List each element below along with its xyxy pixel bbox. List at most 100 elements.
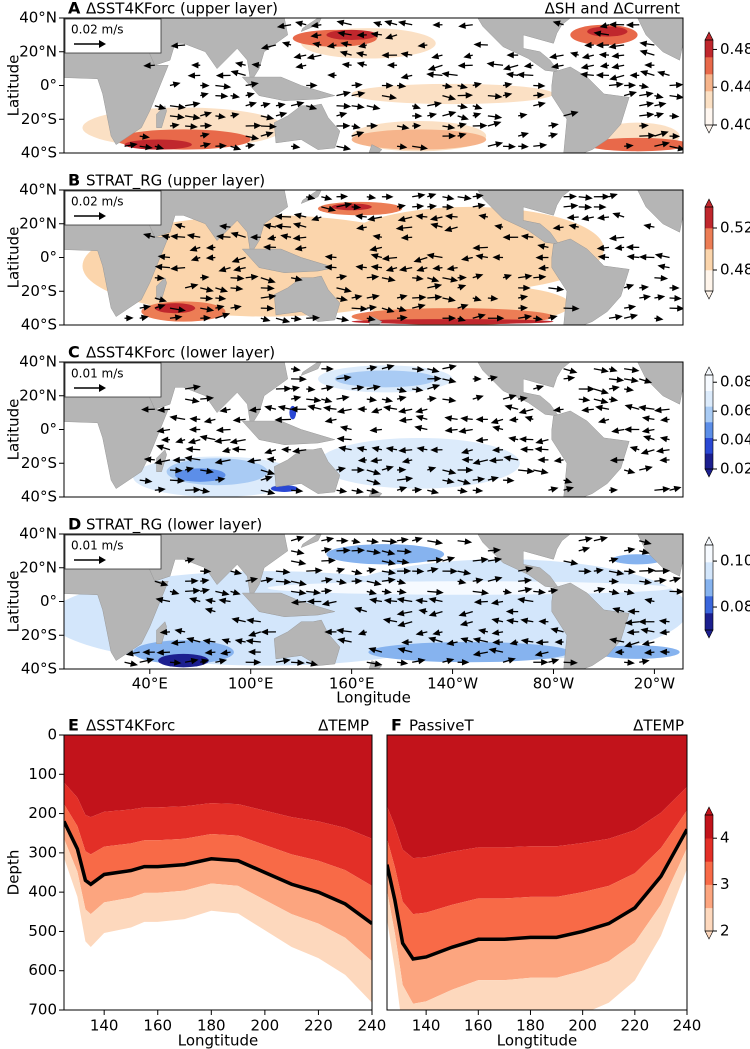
vector-head bbox=[326, 536, 335, 543]
vector-head bbox=[389, 538, 398, 545]
vector-head bbox=[626, 386, 635, 393]
vector-head bbox=[516, 71, 525, 79]
vector-head bbox=[404, 548, 413, 555]
vector-head bbox=[248, 101, 257, 108]
vector-head bbox=[599, 62, 608, 69]
vector-head bbox=[494, 93, 503, 100]
vector-head bbox=[371, 538, 380, 545]
vector-head bbox=[267, 488, 276, 496]
vector-head bbox=[237, 274, 245, 282]
vector-head bbox=[369, 396, 378, 403]
x-tick-label: 160 bbox=[143, 1017, 172, 1035]
vector-head bbox=[431, 366, 440, 374]
colorbar-level bbox=[705, 596, 713, 614]
vector-head bbox=[641, 548, 650, 555]
vector-head bbox=[656, 112, 665, 119]
vector-head bbox=[343, 547, 351, 554]
vector-head bbox=[569, 367, 578, 374]
vector-head bbox=[385, 465, 394, 472]
vector-head bbox=[538, 82, 546, 89]
vector-head bbox=[434, 294, 443, 301]
y-tick-label: 0° bbox=[40, 420, 57, 438]
vector-head bbox=[206, 467, 214, 475]
vector-head bbox=[368, 193, 377, 201]
vector-head bbox=[611, 63, 620, 70]
vector-head bbox=[474, 375, 482, 383]
vector-head bbox=[535, 315, 543, 322]
vector-head bbox=[398, 395, 407, 402]
vector-head bbox=[662, 567, 671, 575]
colorbar-level bbox=[705, 838, 713, 862]
land bbox=[241, 420, 335, 445]
vector-head bbox=[641, 639, 650, 647]
contour-band bbox=[64, 804, 372, 924]
vector-head bbox=[277, 404, 286, 412]
vector-head bbox=[398, 466, 407, 474]
vector-head bbox=[399, 143, 408, 150]
vector-head bbox=[570, 659, 578, 666]
colorbar-level bbox=[705, 579, 713, 597]
vector-head bbox=[520, 446, 528, 453]
vector-head bbox=[250, 234, 258, 241]
vector-head bbox=[503, 455, 512, 462]
vector-head bbox=[171, 588, 180, 596]
vector-head bbox=[339, 487, 348, 494]
vector-head bbox=[354, 606, 363, 614]
vector-head bbox=[672, 132, 681, 140]
vector-head bbox=[459, 620, 468, 627]
vector-head bbox=[264, 404, 273, 412]
vector-head bbox=[204, 122, 213, 130]
vector-head bbox=[473, 598, 482, 606]
vector-head bbox=[157, 303, 166, 311]
vector-head bbox=[262, 101, 271, 109]
vector-head bbox=[587, 385, 596, 393]
vector-head bbox=[624, 404, 633, 411]
vector-head bbox=[415, 597, 423, 605]
vector-head bbox=[284, 385, 292, 392]
land bbox=[156, 105, 167, 128]
shading bbox=[334, 370, 436, 388]
vector-head bbox=[580, 71, 588, 78]
vector-head bbox=[156, 143, 165, 150]
land bbox=[587, 534, 683, 577]
vector-head bbox=[175, 467, 183, 474]
vector-head bbox=[674, 295, 682, 302]
vector-head bbox=[572, 305, 580, 312]
vector-head bbox=[215, 426, 224, 434]
panel-title: ΔSST4KForc (lower layer) bbox=[86, 344, 275, 362]
vector-head bbox=[628, 304, 637, 311]
vector-head bbox=[298, 589, 307, 596]
vector-head bbox=[190, 283, 199, 290]
colorbar-frame bbox=[704, 374, 714, 470]
vector-head bbox=[458, 122, 467, 129]
colorbar-level bbox=[705, 562, 713, 580]
vector-head bbox=[156, 427, 165, 434]
vector-head bbox=[434, 101, 443, 108]
colorbar-level bbox=[705, 91, 713, 109]
vector-head bbox=[293, 395, 302, 402]
vector-head bbox=[369, 426, 378, 434]
colorbar-extend bbox=[704, 930, 714, 940]
vector-head bbox=[293, 53, 302, 60]
vector-head bbox=[517, 596, 525, 604]
vector-head bbox=[655, 315, 664, 322]
vector-head bbox=[459, 274, 467, 281]
vector-head bbox=[644, 61, 652, 69]
vector-head bbox=[641, 284, 649, 291]
vector-head bbox=[159, 628, 168, 636]
vector-head bbox=[142, 648, 150, 656]
vector-head bbox=[429, 203, 438, 210]
vector-head bbox=[397, 215, 406, 222]
y-tick-label: 100 bbox=[28, 765, 57, 783]
colorbar-level bbox=[705, 228, 713, 250]
vector-head bbox=[639, 49, 648, 56]
vector-head bbox=[659, 456, 667, 464]
vector-head bbox=[367, 215, 376, 222]
vector-head bbox=[432, 21, 440, 29]
vector-head bbox=[549, 53, 557, 60]
vector-head bbox=[265, 576, 274, 584]
vector-head bbox=[495, 141, 504, 148]
vector-head bbox=[387, 549, 396, 556]
vector-head bbox=[475, 487, 484, 494]
colorbar-level bbox=[705, 422, 713, 438]
